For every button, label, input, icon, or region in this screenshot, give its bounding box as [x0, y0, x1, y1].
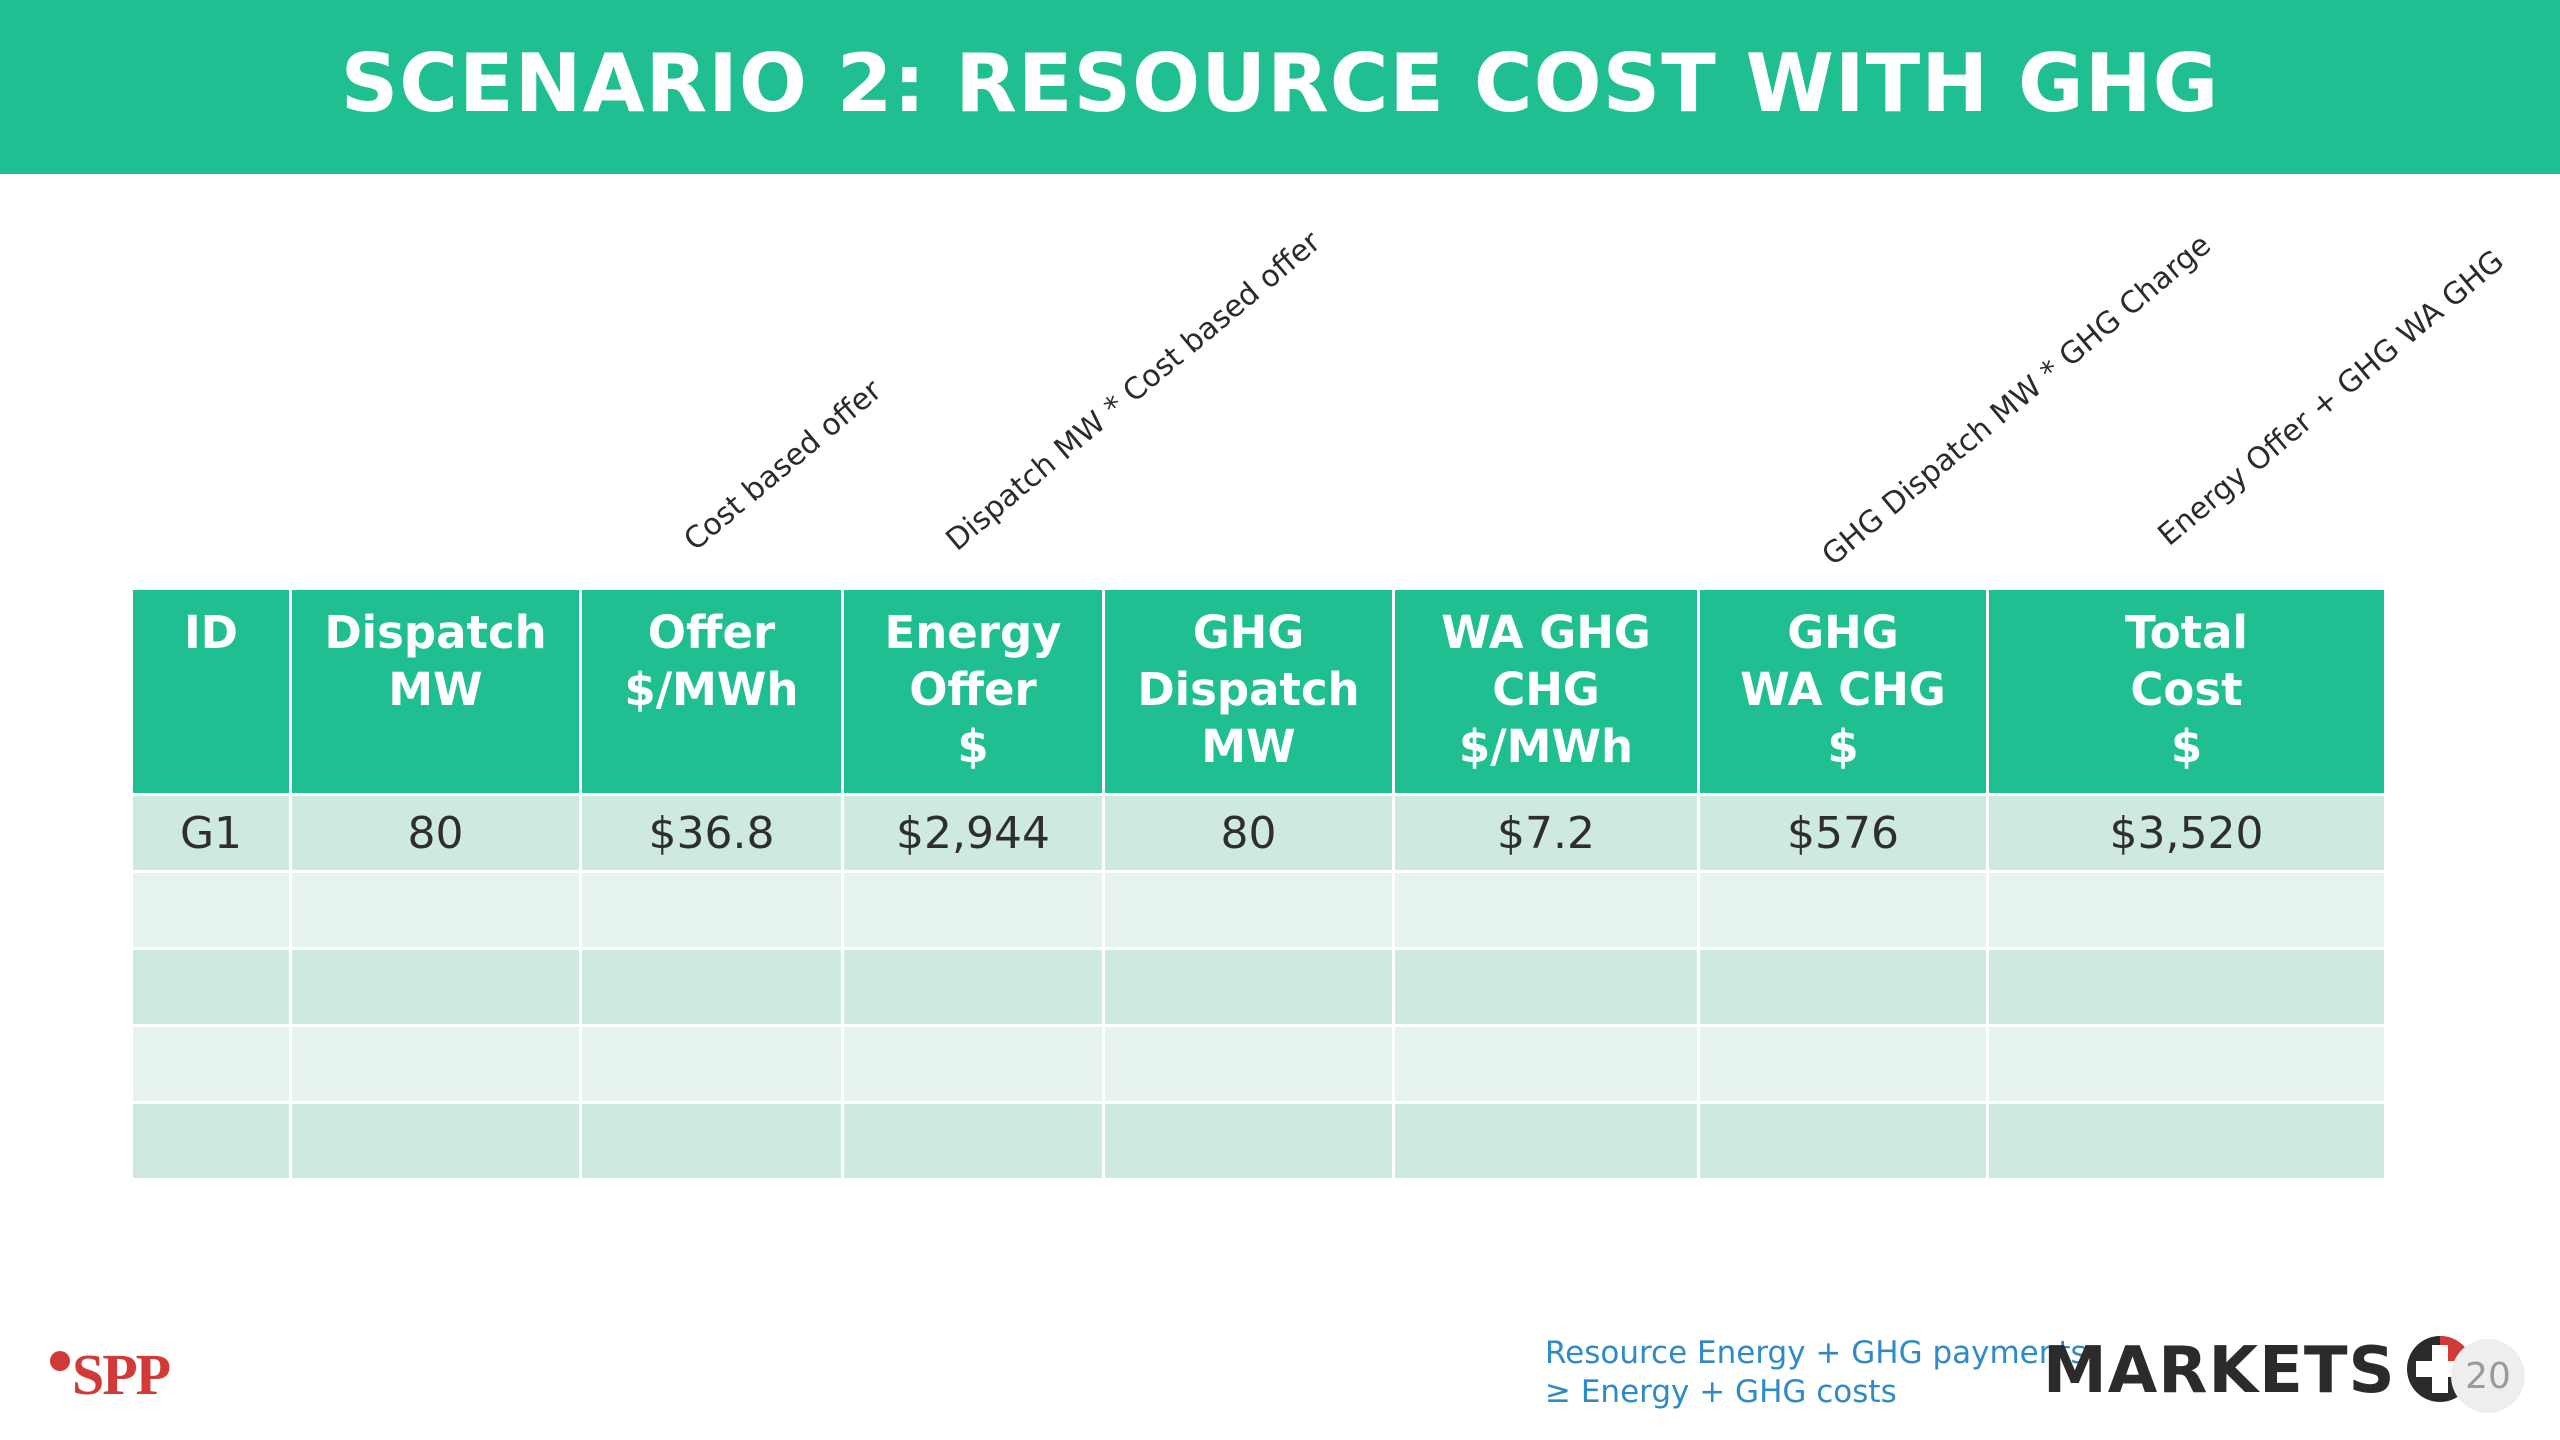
markets-brand: MARKETS	[2043, 1333, 2476, 1409]
header-id: ID	[130, 587, 292, 796]
table-cell	[1392, 1024, 1700, 1104]
table-cell	[579, 947, 844, 1027]
annotation-total-cost: Energy Offer + GHG WA GHG	[2151, 243, 2511, 554]
table-cell: $576	[1697, 793, 1989, 873]
page-number: 20	[2451, 1339, 2525, 1413]
annotation-offer: Cost based offer	[677, 372, 889, 558]
footer-note-line-1: Resource Energy + GHG payments	[1545, 1335, 2087, 1371]
table-row	[130, 1101, 2387, 1181]
table-cell: $3,520	[1986, 793, 2387, 873]
table-cell	[841, 870, 1105, 950]
table-cell	[841, 947, 1105, 1027]
title-bar: SCENARIO 2: RESOURCE COST WITH GHG	[0, 0, 2560, 174]
table-cell	[1697, 947, 1989, 1027]
header-energy-offer: Energy Offer $	[841, 587, 1105, 796]
table-cell	[289, 1024, 582, 1104]
header-wa-ghg-chg: WA GHG CHG $/MWh	[1392, 587, 1700, 796]
table-cell	[841, 1101, 1105, 1181]
table-cell: $36.8	[579, 793, 844, 873]
table-cell	[1102, 947, 1395, 1027]
table-cell	[130, 947, 292, 1027]
table-cell	[579, 870, 844, 950]
table-cell	[1392, 870, 1700, 950]
table-cell	[1102, 870, 1395, 950]
table-cell: G1	[130, 793, 292, 873]
table-cell	[579, 1024, 844, 1104]
table-cell	[1986, 1024, 2387, 1104]
table-row	[130, 1024, 2387, 1104]
footer-note: Resource Energy + GHG payments ≥ Energy …	[1545, 1334, 2087, 1412]
cost-table: ID Dispatch MW Offer $/MWh Energy Offer …	[130, 587, 2387, 1181]
table-cell: 80	[1102, 793, 1395, 873]
table-cell	[1392, 947, 1700, 1027]
header-ghg-dispatch-mw: GHG Dispatch MW	[1102, 587, 1395, 796]
table-cell	[579, 1101, 844, 1181]
table-cell	[1986, 1101, 2387, 1181]
table-cell	[1986, 947, 2387, 1027]
header-total-cost: Total Cost $	[1986, 587, 2387, 796]
slide-title: SCENARIO 2: RESOURCE COST WITH GHG	[340, 36, 2220, 130]
table-cell	[1697, 1024, 1989, 1104]
markets-brand-text: MARKETS	[2043, 1334, 2396, 1408]
table-cell	[289, 870, 582, 950]
table-cell	[1697, 870, 1989, 950]
table-row: G1 80 $36.8 $2,944 80 $7.2 $576 $3,520	[130, 793, 2387, 873]
table-cell	[841, 1024, 1105, 1104]
table-cell	[289, 1101, 582, 1181]
table-cell	[130, 1024, 292, 1104]
table-cell	[1102, 1024, 1395, 1104]
table-cell	[130, 870, 292, 950]
footer-note-line-2: ≥ Energy + GHG costs	[1545, 1374, 1897, 1410]
spp-logo: SPP	[50, 1342, 171, 1407]
header-dispatch-mw: Dispatch MW	[289, 587, 582, 796]
spp-logo-text: SPP	[72, 1342, 171, 1407]
table-cell	[1986, 870, 2387, 950]
table-row	[130, 870, 2387, 950]
header-ghg-wa-chg: GHG WA CHG $	[1697, 587, 1989, 796]
table-cell	[1392, 1101, 1700, 1181]
table-cell	[1697, 1101, 1989, 1181]
table-cell	[1102, 1101, 1395, 1181]
table-cell: $7.2	[1392, 793, 1700, 873]
header-offer: Offer $/MWh	[579, 587, 844, 796]
table-row	[130, 947, 2387, 1027]
table-cell: $2,944	[841, 793, 1105, 873]
table-cell	[130, 1101, 292, 1181]
spp-logo-mark	[50, 1351, 70, 1371]
table-cell	[289, 947, 582, 1027]
header-row: ID Dispatch MW Offer $/MWh Energy Offer …	[130, 587, 2387, 796]
annotation-energy-offer: Dispatch MW * Cost based offer	[939, 224, 1328, 558]
table-cell: 80	[289, 793, 582, 873]
